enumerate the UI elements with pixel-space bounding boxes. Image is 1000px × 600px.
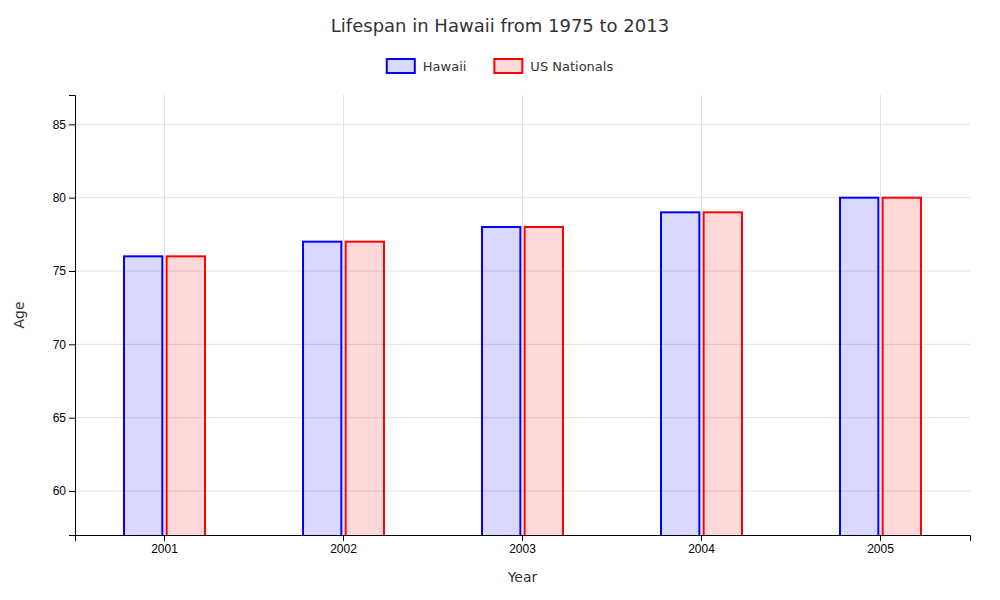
bar [661, 212, 699, 535]
plot: 2001 2002 2003 2004 2005 60 65 70 75 80 85 [53, 95, 971, 600]
x-tick-label: 2001 [151, 542, 178, 556]
y-tick-label: 80 [53, 191, 67, 205]
y-tick-label: 65 [53, 411, 67, 425]
x-tick-label: 2004 [688, 542, 715, 556]
x-tick-label: 2003 [509, 542, 536, 556]
x-tick: 2003 [509, 535, 536, 556]
y-tick-label: 85 [53, 118, 67, 132]
y-tick-mark [69, 418, 75, 419]
y-tick-label: 75 [53, 264, 67, 278]
y-axis-title: Age [11, 301, 27, 328]
bar [303, 242, 341, 535]
x-axis-title: Year [507, 569, 538, 585]
y-tick-mark [69, 344, 75, 345]
title: Lifespan in Hawaii from 1975 to 2013 [331, 15, 669, 36]
grid [75, 95, 970, 535]
grid-line [343, 95, 344, 535]
y-tick-mark [69, 491, 75, 492]
x-tick-label: 2002 [330, 542, 357, 556]
x-tick-mark [880, 535, 881, 541]
legend-item: Hawaii [387, 59, 467, 74]
chart-container: 2001 2002 2003 2004 2005 60 65 70 75 80 85 Lifespan… [0, 0, 1000, 600]
y-axis-line [69, 96, 76, 536]
grid-line [164, 95, 165, 535]
bar [883, 198, 921, 535]
bar [167, 256, 205, 535]
y-tick-label: 60 [53, 484, 67, 498]
x-tick: 2002 [330, 535, 357, 556]
bar [346, 242, 384, 535]
grid-line [522, 95, 523, 535]
y-tick: 65 [53, 411, 75, 425]
bar [525, 227, 563, 535]
legend-swatch [494, 59, 522, 73]
y-tick: 85 [53, 118, 75, 132]
y-tick-mark [69, 124, 75, 125]
bar [482, 227, 520, 535]
grid-line [701, 95, 702, 535]
x-tick-mark [522, 535, 523, 541]
y-tick-mark [69, 271, 75, 272]
x-tick: 2005 [867, 535, 894, 556]
y-tick-label: 70 [53, 338, 67, 352]
x-tick: 2004 [688, 535, 715, 556]
x-tick: 2001 [151, 535, 178, 556]
grid-line [880, 95, 881, 535]
bar-series [167, 198, 921, 535]
x-tick-mark [701, 535, 702, 541]
y-axis: 60 65 70 75 80 85 [53, 96, 76, 536]
marks [124, 198, 921, 535]
bar [840, 198, 878, 535]
y-tick: 80 [53, 191, 75, 205]
bar [704, 212, 742, 535]
x-tick-mark [164, 535, 165, 541]
y-tick: 70 [53, 338, 75, 352]
legend-label: Hawaii [423, 59, 467, 74]
chart-svg: 2001 2002 2003 2004 2005 60 65 70 75 80 85 Lifespan… [0, 0, 1000, 600]
x-tick-label: 2005 [867, 542, 894, 556]
y-tick: 75 [53, 264, 75, 278]
legend: Hawaii US Nationals [387, 59, 614, 74]
x-tick-mark [343, 535, 344, 541]
bar-series [124, 198, 878, 535]
bar [124, 256, 162, 535]
legend-swatch [387, 59, 415, 73]
y-tick: 60 [53, 484, 75, 498]
legend-item: US Nationals [494, 59, 613, 74]
x-axis: 2001 2002 2003 2004 2005 [76, 535, 971, 556]
legend-label: US Nationals [530, 59, 613, 74]
y-tick-mark [69, 198, 75, 199]
x-axis-line [76, 536, 971, 542]
